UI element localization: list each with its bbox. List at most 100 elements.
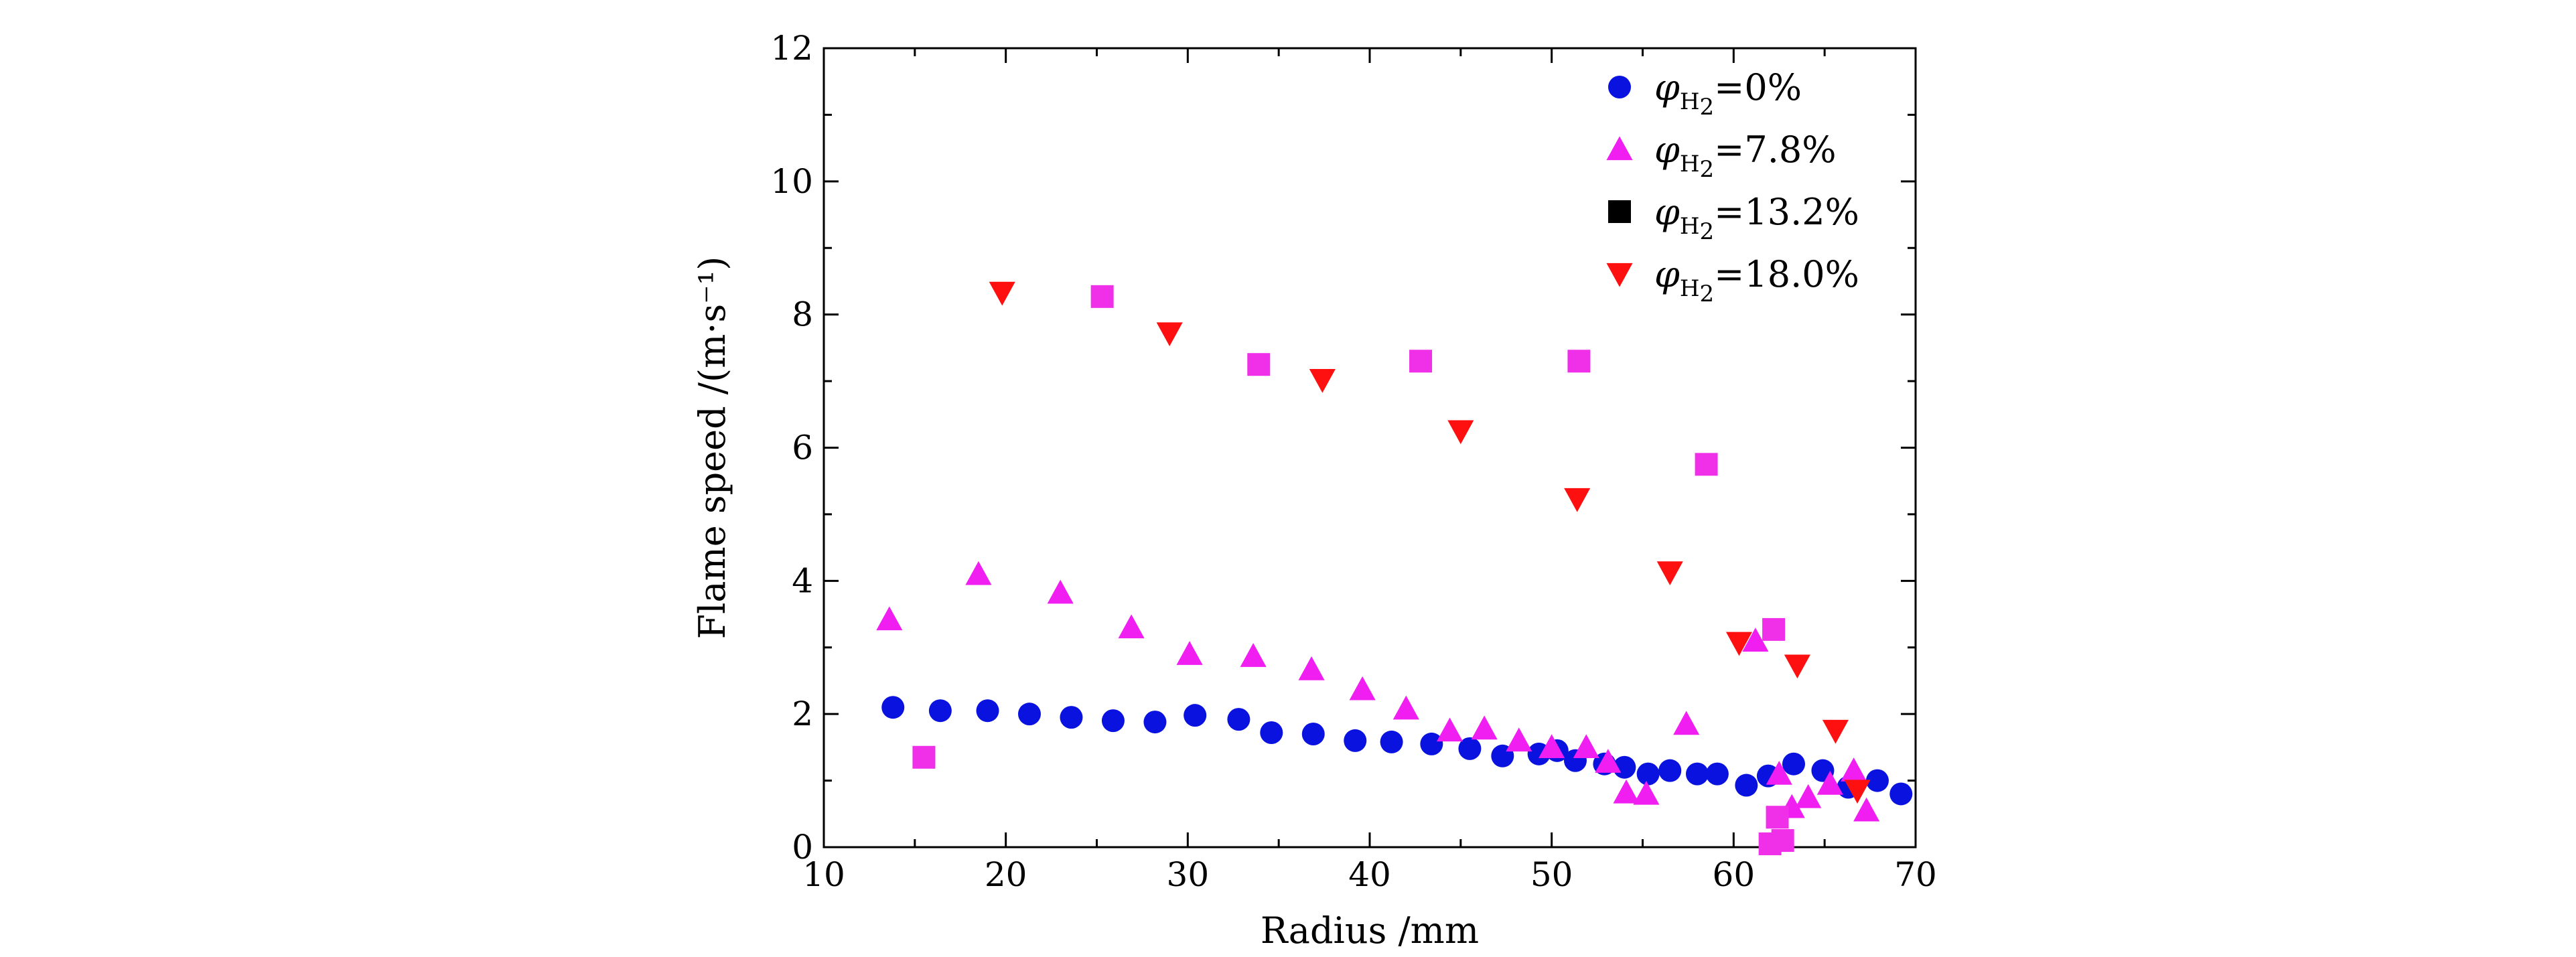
legend-marker [1608,200,1631,223]
data-point [1567,350,1591,373]
y-tick-label: 12 [770,29,813,68]
data-point [989,281,1015,306]
data-point [1658,759,1682,782]
data-point [1458,737,1482,760]
data-point [1782,752,1805,776]
data-point [1816,771,1843,795]
y-tick-label: 8 [792,295,813,334]
data-point [1309,368,1336,393]
data-point [1301,722,1325,745]
data-point [1247,353,1271,376]
x-tick-label: 20 [985,855,1027,894]
data-point [1766,761,1792,785]
legend-marker [1606,136,1633,161]
data-point [1420,732,1443,755]
data-point [1298,656,1325,680]
data-point [1686,762,1709,786]
legend-entry: φH2=18.0% [1606,253,1859,307]
x-tick-label: 60 [1713,855,1756,894]
series-3 [989,281,1871,804]
data-point [1349,676,1376,701]
data-point [1101,709,1125,733]
data-point [1841,757,1867,782]
data-point [1705,762,1729,786]
data-point [1156,322,1183,347]
data-point [1633,780,1660,805]
data-point [1184,704,1207,727]
data-point [1865,769,1889,792]
legend-entry: φH2=7.8% [1606,129,1837,183]
data-point [1118,614,1145,639]
data-point [876,606,903,631]
x-tick-label: 10 [802,855,845,894]
data-point [1260,721,1283,745]
legend-label: φH2=0% [1654,66,1802,121]
data-point [1143,711,1167,734]
data-point [1613,755,1636,779]
data-point [1784,654,1810,679]
x-axis-title: Radius /mm [1261,909,1479,952]
data-point [1090,285,1114,308]
y-tick-label: 0 [792,828,813,867]
series-2 [912,285,1794,856]
data-point [912,745,936,769]
data-point [1673,711,1700,735]
legend-label: φH2=18.0% [1654,253,1859,307]
x-tick-label: 70 [1894,855,1937,894]
x-tick-label: 30 [1167,855,1210,894]
data-point [1447,420,1474,445]
data-point [1613,779,1640,804]
data-point [881,696,905,719]
y-tick-label: 10 [770,162,813,201]
data-point [1766,806,1789,829]
data-point [1539,734,1565,759]
data-point [965,561,992,585]
legend-marker [1606,263,1633,287]
data-point [1344,729,1367,752]
data-point [1656,561,1683,585]
data-point [1595,749,1622,773]
data-point [1573,734,1599,759]
data-point [1471,715,1498,740]
data-point [1227,708,1250,731]
y-axis-title: Flame speed /(m·s⁻¹) [691,256,733,640]
data-point [1795,784,1822,808]
data-point [1725,632,1753,656]
legend-entry: φH2=0% [1608,66,1802,121]
data-point [1762,617,1786,641]
data-point [1844,780,1871,804]
data-point [1017,703,1041,726]
data-point [1392,695,1419,720]
data-point [1853,797,1880,822]
series-1 [876,561,1880,822]
x-tick-label: 50 [1530,855,1573,894]
data-point [976,699,999,723]
x-tick-label: 40 [1348,855,1391,894]
legend: φH2=0% φH2=7.8% φH2=13.2% φH2=18.0% [1606,66,1859,307]
legend-label: φH2=7.8% [1654,129,1837,183]
y-tick-label: 4 [792,561,813,600]
ticks: 10 20 30 40 50 60 70 0 2 4 6 8 10 12 [770,29,1936,894]
data-point [1889,782,1913,806]
data-point [1822,719,1849,744]
data-point [1564,488,1591,512]
data-point [1047,579,1074,604]
data-point [1409,350,1433,373]
data-point [928,699,952,723]
data-point [1771,829,1794,853]
data-point [1436,717,1463,742]
legend-marker [1608,76,1631,98]
y-tick-label: 6 [792,429,813,467]
data-point [1380,730,1403,753]
data-points [876,281,1913,856]
data-point [1506,727,1532,752]
data-point [1742,628,1769,652]
data-point [1636,762,1660,786]
data-point [1240,643,1267,667]
y-tick-label: 2 [792,694,813,733]
data-point [1735,774,1758,797]
data-point [1176,641,1203,665]
data-point [1695,453,1718,476]
legend-entry: φH2=13.2% [1608,191,1859,245]
